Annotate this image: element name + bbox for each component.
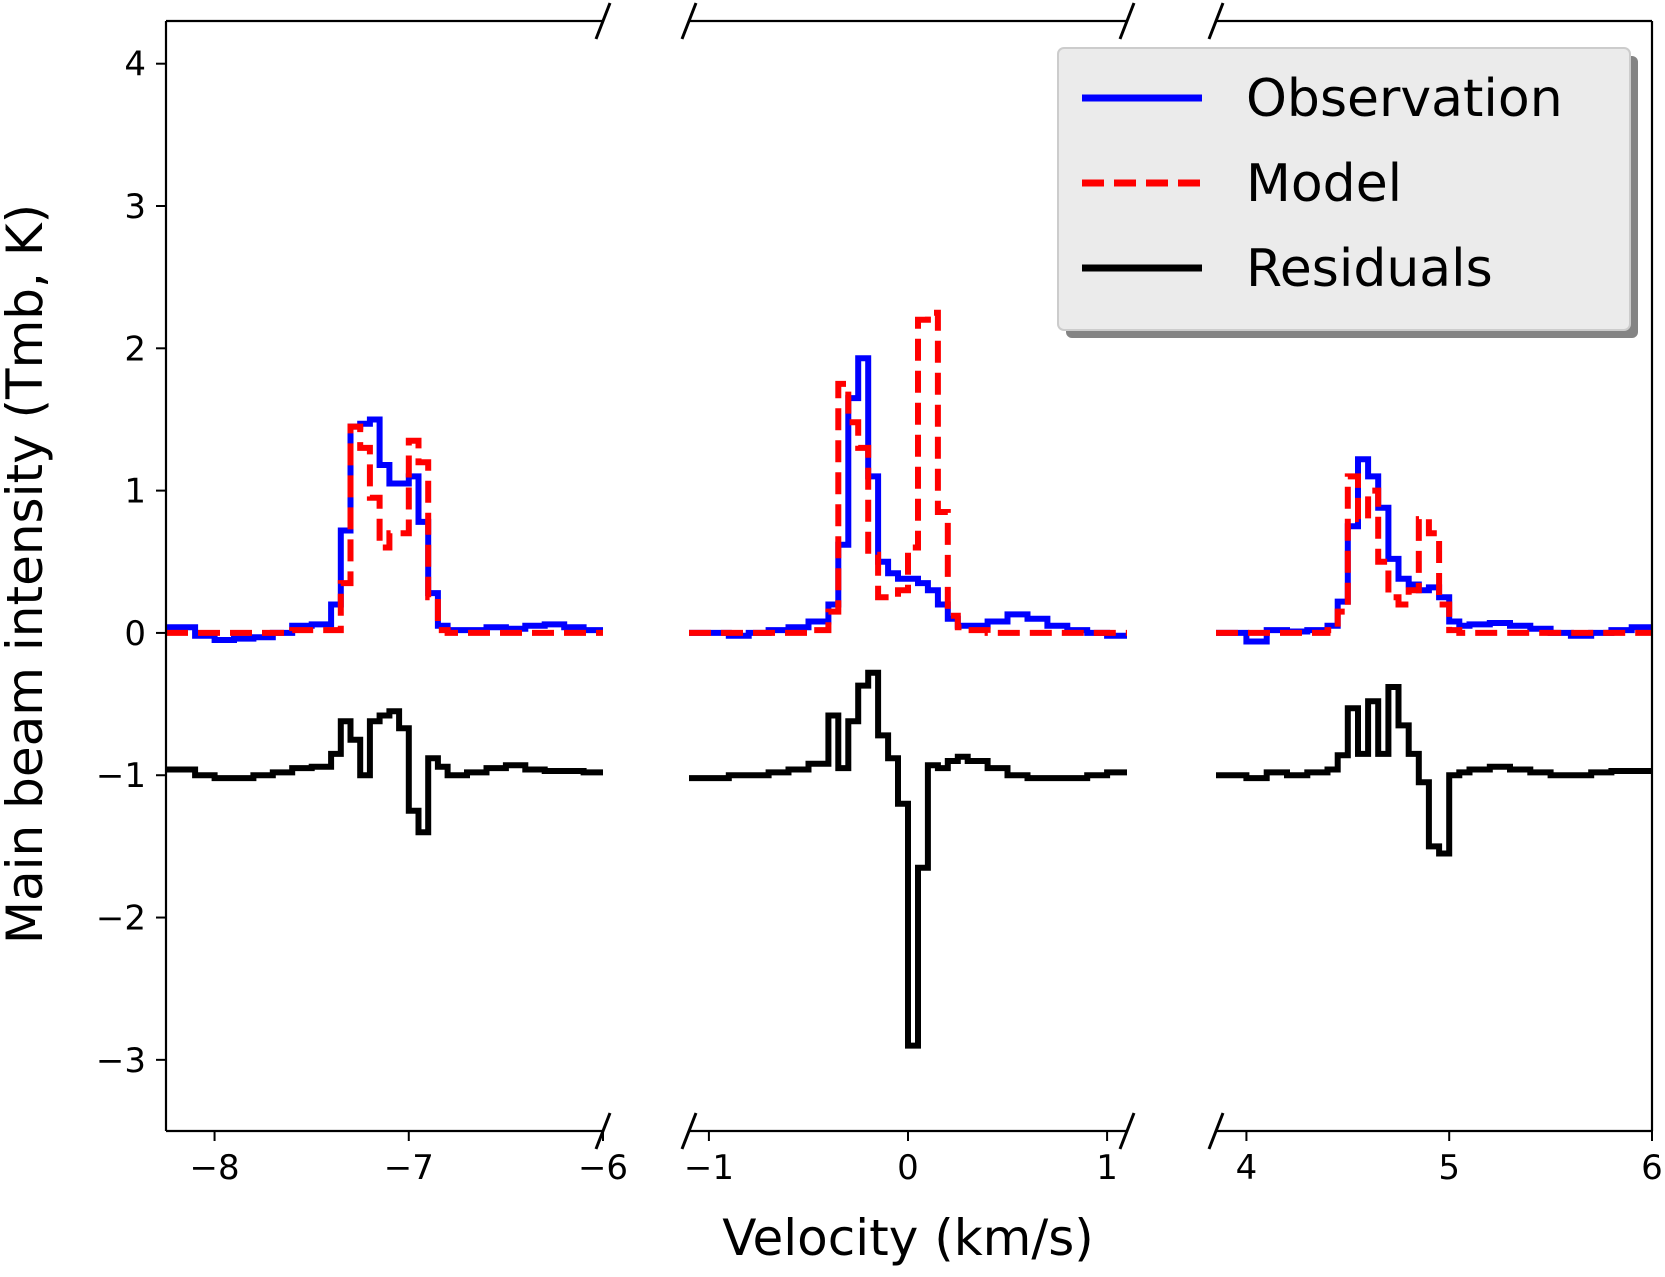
x-tick-label: 1 [1096,1148,1118,1188]
series-observation-panel-1 [166,416,603,643]
axis-break-mark [1207,2,1225,40]
legend-label-residuals: Residuals [1246,239,1493,299]
axis-break-mark [1118,1112,1136,1150]
y-tick-label: −3 [96,1041,146,1081]
series-model-panel-1 [166,423,603,636]
series-observation-panel-2 [689,355,1127,639]
y-tick-label: 4 [124,45,146,85]
panel-1: −8 −7 −6 [164,2,628,1188]
series-residuals-panel-2 [689,669,1127,1049]
x-tick-label: −8 [189,1148,239,1188]
legend-label-observation: Observation [1246,69,1563,129]
y-axis: −3 −2 −1 0 1 2 3 4 [96,45,166,1081]
panel-3: 4 5 6 [1207,2,1663,1188]
x-tick-label: −1 [684,1148,734,1188]
y-tick-label: −2 [96,899,146,939]
series-observation-panel-3 [1216,456,1652,645]
y-tick-label: 0 [124,614,146,654]
legend: Observation Model Residuals [1057,47,1638,338]
x-tick-label: 0 [897,1148,919,1188]
axis-break-mark [1207,1112,1225,1150]
y-tick-label: 2 [124,329,146,369]
panel-2: −1 0 1 [680,2,1136,1188]
series-residuals-panel-1 [166,708,603,836]
axis-break-mark [680,1112,698,1150]
y-tick-label: 3 [124,187,146,227]
x-tick-label: 4 [1236,1148,1258,1188]
series-model-panel-2 [689,309,1127,636]
x-tick-label: 5 [1438,1148,1460,1188]
x-tick-label: 6 [1641,1148,1663,1188]
x-tick-label: −6 [578,1148,628,1188]
y-tick-label: −1 [96,756,146,796]
series-model-panel-3 [1216,473,1652,636]
axis-break-mark [1118,2,1136,40]
axis-break-mark [680,2,698,40]
y-tick-label: 1 [124,472,146,512]
y-axis-title: Main beam intensity (Tmb, K) [0,204,54,944]
series-residuals-panel-3 [1216,684,1652,857]
axis-break-mark [594,2,612,40]
legend-label-model: Model [1246,154,1402,214]
x-tick-label: −7 [384,1148,434,1188]
x-axis-title: Velocity (km/s) [722,1209,1094,1267]
